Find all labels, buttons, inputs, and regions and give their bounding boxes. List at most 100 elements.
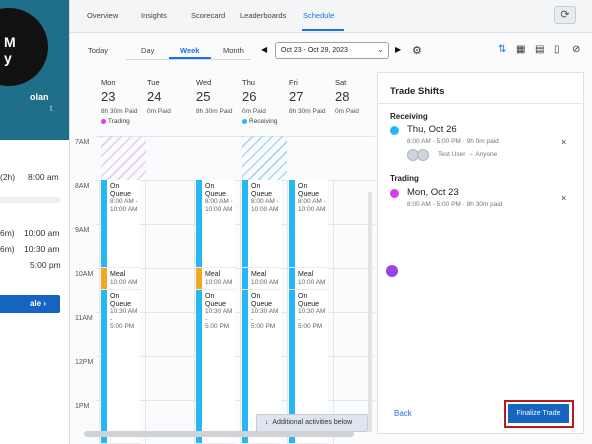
activity-time-start: 8:00 AM - (298, 198, 326, 205)
day-header[interactable]: Fri 27 8h 30m Paid (289, 78, 333, 115)
divider (0, 197, 60, 203)
activity-time-end: 10:00 AM (205, 205, 233, 213)
section-heading-receiving: Receiving (390, 112, 428, 121)
activity-time-start: 10:00 AM - (298, 278, 326, 290)
remove-shift-button[interactable]: × (561, 193, 567, 203)
day-tag: Receiving (242, 118, 286, 125)
day-paid: 8h 30m Paid (196, 108, 233, 115)
cursor-marker (386, 265, 398, 277)
day-header[interactable]: Sat 28 0m Paid (335, 78, 375, 115)
next-week-icon[interactable]: ▶ (395, 45, 402, 54)
shift-date: Thu, Oct 26 (407, 124, 457, 135)
main-area: Overview Insights Scorecard Leaderboards… (70, 0, 592, 444)
day-name: Wed (196, 78, 212, 87)
day-date: 24 (147, 89, 162, 104)
day-name: Fri (289, 78, 298, 87)
activity-time: 5:00 pm (30, 260, 61, 270)
activity-time-end: 5:00 PM (251, 323, 276, 330)
hour-line (96, 312, 375, 313)
day-date: 25 (196, 89, 211, 104)
day-name: Sat (335, 78, 347, 87)
hour-line (96, 180, 375, 181)
hour-line (96, 136, 375, 137)
tab-scorecard[interactable]: Scorecard (191, 11, 226, 20)
day-date: 28 (335, 89, 350, 104)
activity-title: On Queue (298, 183, 320, 198)
day-view-button[interactable]: Day (141, 46, 155, 55)
activity-time-start: 10:00 AM - (110, 278, 138, 290)
month-view-button[interactable]: Month (223, 46, 244, 55)
activity-title: Meal (251, 271, 267, 278)
swap-icon[interactable]: ⇅ (498, 44, 507, 55)
activity-block[interactable]: On Queue 8:00 AM -10:00 AM (101, 180, 140, 268)
activity-title: Meal (205, 271, 221, 278)
day-header[interactable]: Mon 23 8h 30m Paid Trading (101, 78, 145, 125)
refresh-icon[interactable]: ⟳ (554, 6, 576, 24)
day-name: Thu (242, 78, 255, 87)
hour-line (96, 400, 375, 401)
activity-time-start: 8:00 AM - (251, 198, 279, 205)
hour-line (96, 224, 375, 225)
schedule-grid: Mon 23 8h 30m Paid Trading Tue 24 0m Paid Wed 25… (70, 72, 375, 444)
unavailable-hatch (101, 136, 146, 180)
day-paid: 0m Paid (242, 108, 266, 115)
schedule-button[interactable]: ale › (0, 295, 60, 313)
day-date: 23 (101, 89, 116, 104)
horizontal-scrollbar[interactable] (84, 431, 354, 437)
activity-block[interactable]: On Queue 10:30 AM -5:00 PM (196, 290, 235, 444)
date-range-value: Oct 23 - Oct 29, 2023 (281, 47, 348, 54)
day-paid: 8h 30m Paid (289, 108, 326, 115)
phone-icon[interactable]: ▯ (554, 44, 560, 55)
time-label: 1PM (75, 403, 90, 410)
activity-time-end: 10:00 AM (110, 205, 138, 213)
finalize-trade-button[interactable]: Finalize Trade (508, 404, 569, 423)
additional-activities-label: Additional activities below (272, 419, 353, 426)
activity-title: On Queue (110, 183, 132, 198)
time-label: 12PM (75, 359, 94, 366)
activity-title: On Queue (205, 293, 227, 308)
prev-week-icon[interactable]: ◀ (261, 45, 268, 54)
trading-dot (390, 189, 399, 198)
activity-time-end: 5:00 PM (110, 323, 135, 330)
section-heading-trading: Trading (390, 174, 419, 183)
receiving-dot (390, 126, 399, 135)
activity-time-end: 10:00 AM (251, 205, 279, 213)
activity-time-start: 10:30 AM - (251, 308, 279, 323)
activity-block[interactable]: On Queue 10:30 AM -5:00 PM (101, 290, 140, 444)
remove-shift-button[interactable]: × (561, 137, 567, 147)
left-profile-panel: M y olan t (2h) 8:00 am 6m) 10:00 am 6m)… (0, 0, 70, 444)
list-icon[interactable]: ▤ (535, 44, 545, 55)
tab-leaderboards[interactable]: Leaderboards (240, 11, 287, 20)
activity-time-start: 10:30 AM - (205, 308, 233, 323)
tag-dot (242, 118, 247, 124)
activity-block[interactable]: On Queue 8:00 AM -10:00 AM (242, 180, 281, 268)
vertical-scrollbar[interactable] (368, 192, 372, 432)
day-header[interactable]: Tue 24 0m Paid (147, 78, 191, 115)
week-view-button[interactable]: Week (180, 46, 200, 55)
date-range-select[interactable]: Oct 23 - Oct 29, 2023 ⌄ (275, 42, 389, 59)
hour-line (96, 268, 375, 269)
activity-block[interactable]: On Queue 8:00 AM -10:00 AM (196, 180, 235, 268)
additional-activities-button[interactable]: ↓ Additional activities below (256, 414, 368, 432)
attachment-icon[interactable]: ⊘ (572, 44, 581, 55)
tab-overview[interactable]: Overview (87, 11, 119, 20)
tab-schedule[interactable]: Schedule (303, 11, 335, 20)
finalize-highlight: Finalize Trade (504, 400, 574, 428)
calendar-icon[interactable]: ▦ (516, 44, 526, 55)
time-label: 11AM (75, 315, 93, 322)
day-header[interactable]: Thu 26 0m Paid Receiving (242, 78, 286, 125)
tab-insights[interactable]: Insights (141, 11, 167, 20)
hour-line (96, 356, 375, 357)
day-header[interactable]: Wed 25 8h 30m Paid (196, 78, 240, 115)
back-button[interactable]: Back (394, 409, 412, 418)
activity-time-end: 10:00 AM (298, 205, 326, 213)
activity-block[interactable]: On Queue 8:00 AM -10:00 AM (289, 180, 328, 268)
today-button[interactable]: Today (88, 46, 109, 55)
gear-icon[interactable]: ⚙ (412, 45, 422, 57)
view-divider (126, 59, 251, 60)
activity-duration: 6m) (0, 228, 15, 238)
